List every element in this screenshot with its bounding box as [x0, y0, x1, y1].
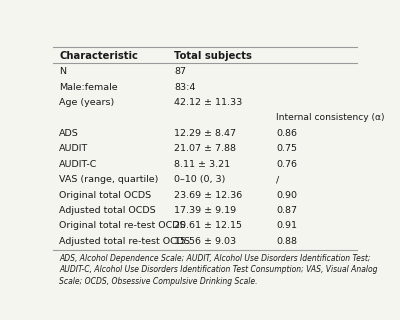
Text: 0.90: 0.90: [276, 191, 297, 200]
Text: 0.91: 0.91: [276, 221, 297, 230]
Text: Internal consistency (α): Internal consistency (α): [276, 114, 385, 123]
Text: 15.56 ± 9.03: 15.56 ± 9.03: [174, 237, 236, 246]
Text: 87: 87: [174, 67, 186, 76]
Text: 0.87: 0.87: [276, 206, 297, 215]
Text: N: N: [59, 67, 66, 76]
Text: AUDIT: AUDIT: [59, 144, 88, 153]
Text: Original total re-test OCDS: Original total re-test OCDS: [59, 221, 186, 230]
Text: Total subjects: Total subjects: [174, 51, 252, 61]
Text: 0–10 (0, 3): 0–10 (0, 3): [174, 175, 225, 184]
Text: 0.88: 0.88: [276, 237, 297, 246]
Text: 0.76: 0.76: [276, 160, 297, 169]
Text: Male:female: Male:female: [59, 83, 118, 92]
Text: 20.61 ± 12.15: 20.61 ± 12.15: [174, 221, 242, 230]
Text: 0.75: 0.75: [276, 144, 297, 153]
Text: 0.86: 0.86: [276, 129, 297, 138]
Text: Adjusted total OCDS: Adjusted total OCDS: [59, 206, 156, 215]
Text: 83:4: 83:4: [174, 83, 195, 92]
Text: 42.12 ± 11.33: 42.12 ± 11.33: [174, 98, 242, 107]
Text: ADS, Alcohol Dependence Scale; AUDIT, Alcohol Use Disorders Identification Test;: ADS, Alcohol Dependence Scale; AUDIT, Al…: [59, 254, 378, 286]
Text: 8.11 ± 3.21: 8.11 ± 3.21: [174, 160, 230, 169]
Text: /: /: [276, 175, 280, 184]
Text: ADS: ADS: [59, 129, 79, 138]
Text: 21.07 ± 7.88: 21.07 ± 7.88: [174, 144, 236, 153]
Text: Original total OCDS: Original total OCDS: [59, 191, 152, 200]
Text: Age (years): Age (years): [59, 98, 114, 107]
Text: Characteristic: Characteristic: [59, 51, 138, 61]
Text: AUDIT-C: AUDIT-C: [59, 160, 98, 169]
Text: Adjusted total re-test OCDS: Adjusted total re-test OCDS: [59, 237, 190, 246]
Text: 17.39 ± 9.19: 17.39 ± 9.19: [174, 206, 236, 215]
Text: 23.69 ± 12.36: 23.69 ± 12.36: [174, 191, 242, 200]
Text: VAS (range, quartile): VAS (range, quartile): [59, 175, 159, 184]
Text: 12.29 ± 8.47: 12.29 ± 8.47: [174, 129, 236, 138]
